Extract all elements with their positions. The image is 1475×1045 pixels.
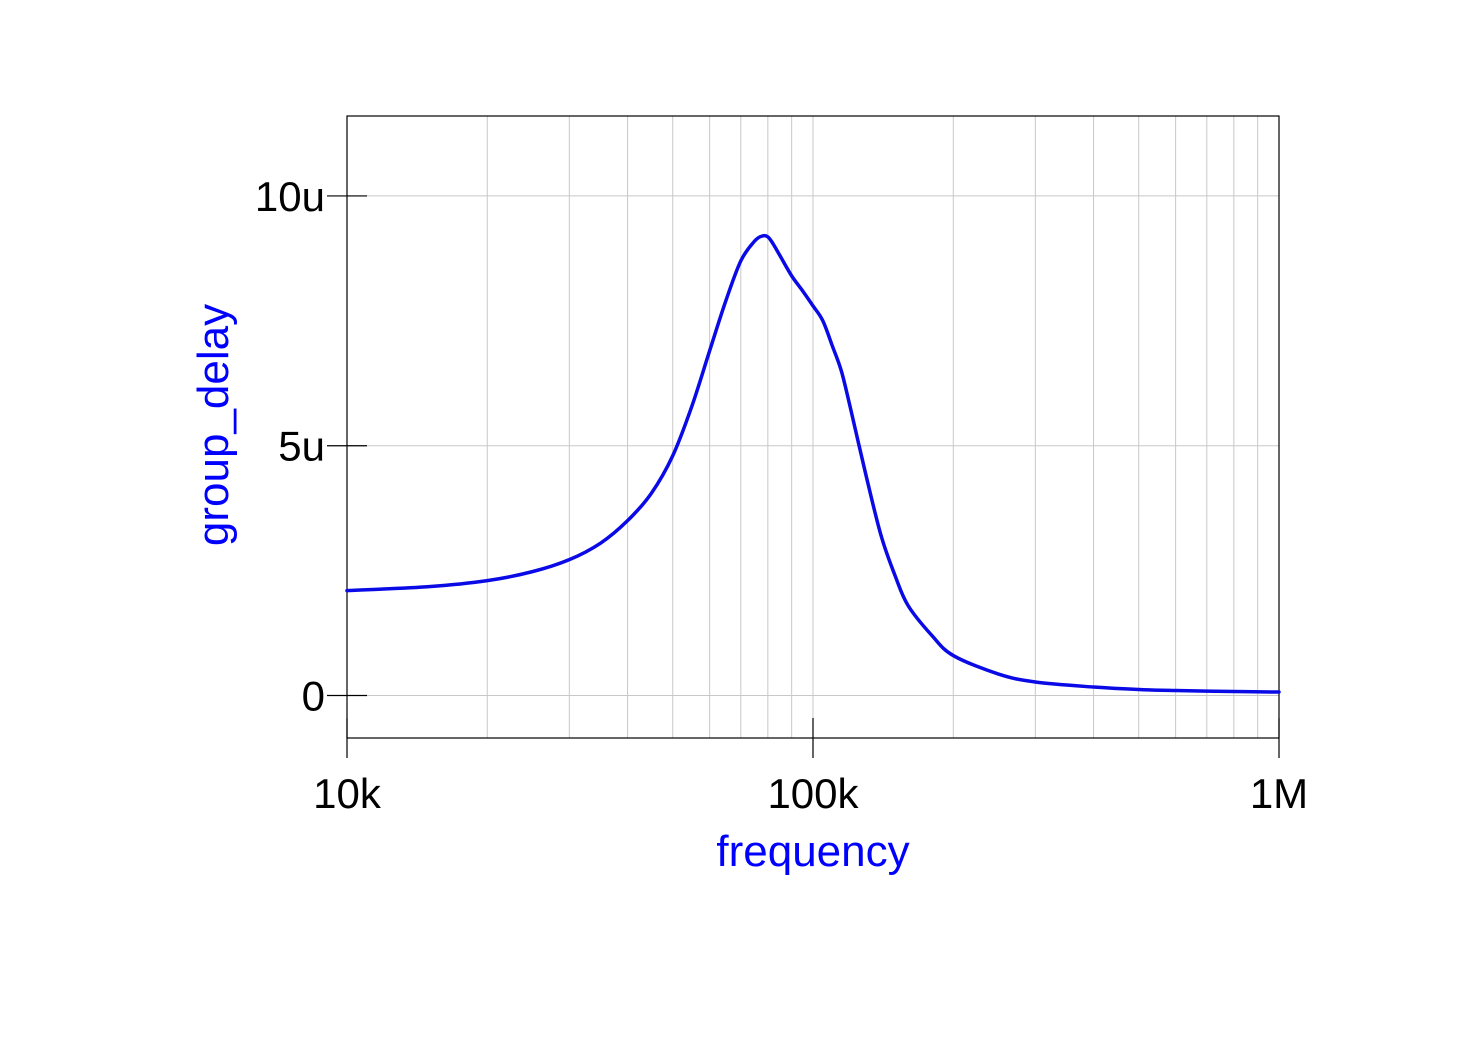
group-delay-curve <box>345 233 1281 694</box>
y-tick-label: 0 <box>302 673 325 720</box>
grid <box>347 116 1279 738</box>
x-tick-label: 10k <box>313 770 382 817</box>
tick-marks <box>327 195 1280 758</box>
x-tick-label: 1M <box>1250 770 1308 817</box>
y-tick-label: 10u <box>255 173 325 220</box>
y-tick-label: 5u <box>278 423 325 470</box>
tick-labels: 0 5u 10u 10k 100k 1M <box>255 173 1308 817</box>
x-axis-label: frequency <box>716 827 909 876</box>
x-tick-label: 100k <box>767 770 859 817</box>
y-axis-label: group_delay <box>189 304 238 546</box>
